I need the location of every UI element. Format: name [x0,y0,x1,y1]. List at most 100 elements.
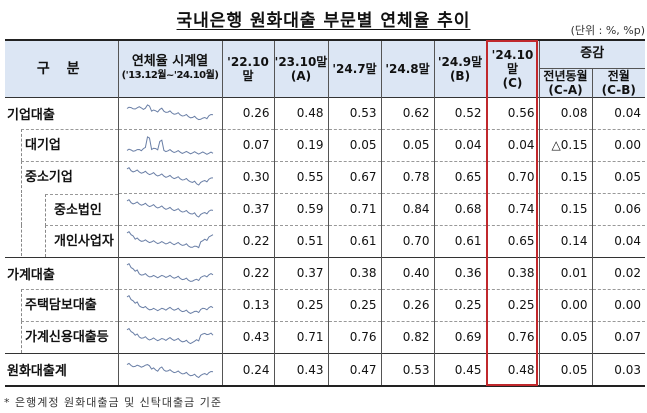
category-cell: 중소기업 [5,161,119,193]
value-cell: 0.76 [327,320,382,354]
value-cell: 0.43 [221,320,275,354]
mom-change-cell: 0.03 [591,353,646,387]
category-cell: 기업대출 [5,96,119,129]
value-cell: 0.04 [485,128,540,161]
value-cell: 0.25 [327,288,382,321]
value-cell: 0.22 [221,224,275,257]
row-label: 가계신용대출등 [21,321,118,353]
table-row: 개인사업자 0.22 0.51 0.61 0.70 0.61 0.65 0.14 0.04 [5,224,646,258]
table-row: 가계대출 0.22 0.37 0.38 0.40 0.36 0.38 0.01 0.02 [5,256,646,289]
category-cell: 개인사업자 [5,225,119,258]
row-label: 중소기업 [21,161,118,193]
yoy-change-cell: 0.15 [538,160,593,193]
value-cell: 0.47 [327,353,382,387]
value-cell: 0.69 [433,320,487,354]
value-cell: 0.53 [380,353,435,387]
header-col-2409: '24.9말 (B) [433,39,487,97]
sparkline-chart-icon [125,134,216,156]
table-row: 중소기업 0.30 0.55 0.67 0.78 0.65 0.70 0.15 0.05 [5,160,646,193]
value-cell: 0.40 [380,256,435,289]
category-cell: 가계신용대출등 [5,321,119,354]
value-cell: 0.25 [485,288,540,321]
value-cell: 0.05 [380,128,435,161]
sparkline-cell [117,288,223,321]
value-cell: 0.07 [221,128,275,161]
yoy-change-cell: 0.15 [538,192,593,225]
sparkline-chart-icon [125,326,216,348]
row-label: 원화대출계 [7,364,67,379]
value-cell: 0.67 [327,160,382,193]
sparkline-cell [117,320,223,354]
value-cell: 0.38 [327,256,382,289]
value-cell: 0.61 [327,224,382,257]
category-cell: 중소법인 [5,193,119,226]
value-cell: 0.26 [221,96,275,129]
value-cell: 0.36 [433,256,487,289]
value-cell: 0.24 [221,353,275,387]
value-cell: 0.53 [327,96,382,129]
value-cell: 0.48 [273,96,329,129]
header-col-2407: '24.7말 [327,39,382,97]
header-series: 연체율 시계열 ('13.12월~'24.10월) [117,39,223,97]
mom-change-cell: 0.06 [591,192,646,225]
delinquency-table: 구 분 연체율 시계열 ('13.12월~'24.10월) '22.10말 '2… [5,39,646,387]
value-cell: 0.05 [327,128,382,161]
sparkline-cell [117,160,223,193]
row-label: 주택담보대출 [21,289,118,321]
sparkline-chart-icon [125,294,216,316]
sparkline-chart-icon [125,262,216,284]
value-cell: 0.61 [433,224,487,257]
header-change-yoy: 전년동월 (C-A) [538,68,593,97]
row-label: 기업대출 [7,107,55,123]
sparkline-chart-icon [125,166,216,188]
yoy-change-cell: 0.05 [538,353,593,387]
value-cell: 0.48 [485,353,540,387]
value-cell: 0.25 [273,288,329,321]
sparkline-chart-icon [125,102,216,124]
category-cell: 원화대출계 [5,353,119,387]
value-cell: 0.76 [485,320,540,354]
sparkline-chart-icon [125,230,216,252]
sparkline-chart-icon [125,359,216,381]
value-cell: 0.68 [433,192,487,225]
header-col-2410: '24.10말 (C) [485,39,540,97]
table-row: 대기업 0.07 0.19 0.05 0.05 0.04 0.04 △0.15 0.00 [5,128,646,161]
value-cell: 0.62 [380,96,435,129]
value-cell: 0.84 [380,192,435,225]
yoy-change-cell: 0.14 [538,224,593,257]
value-cell: 0.71 [273,320,329,354]
mom-change-cell: 0.00 [591,288,646,321]
value-cell: 0.38 [485,256,540,289]
footnote: * 은행계정 원화대출금 및 신탁대출금 기준 [4,396,223,409]
sparkline-cell [117,96,223,129]
header-change-group: 증감 [538,39,646,69]
yoy-change-cell: △0.15 [538,128,593,161]
value-cell: 0.45 [433,353,487,387]
category-cell: 주택담보대출 [5,289,119,321]
value-cell: 0.59 [273,192,329,225]
mom-change-cell: 0.05 [591,160,646,193]
category-cell: 가계대출 [5,256,119,289]
table-row: 주택담보대출 0.13 0.25 0.25 0.26 0.25 0.25 0.00 0.00 [5,288,646,321]
value-cell: 0.26 [380,288,435,321]
row-label: 개인사업자 [45,225,118,258]
sparkline-cell [117,224,223,257]
value-cell: 0.04 [433,128,487,161]
value-cell: 0.19 [273,128,329,161]
category-cell: 대기업 [5,129,119,161]
value-cell: 0.65 [433,160,487,193]
value-cell: 0.43 [273,353,329,387]
page-title: 국내은행 원화대출 부문별 연체율 추이 [176,11,471,31]
header-col-2310: '23.10말 (A) [273,39,329,97]
value-cell: 0.22 [221,256,275,289]
mom-change-cell: 0.04 [591,224,646,257]
header-change-mom: 전월 (C-B) [591,68,646,97]
yoy-change-cell: 0.08 [538,96,593,129]
value-cell: 0.52 [433,96,487,129]
table-row: 중소법인 0.37 0.59 0.71 0.84 0.68 0.74 0.15 0.06 [5,192,646,226]
sparkline-cell [117,128,223,161]
mom-change-cell: 0.02 [591,256,646,289]
value-cell: 0.56 [485,96,540,129]
header-category: 구 분 [5,39,119,97]
sparkline-cell [117,192,223,225]
